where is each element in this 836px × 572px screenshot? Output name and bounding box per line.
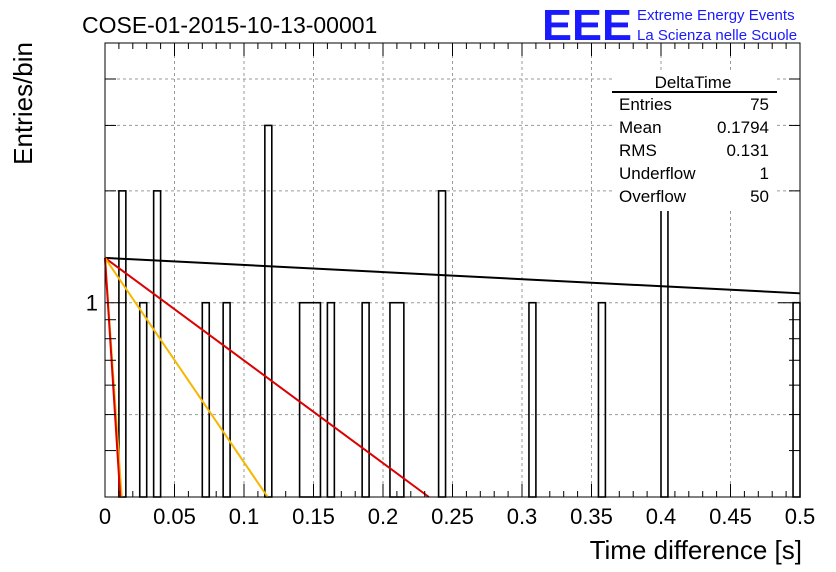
histogram-bar (222, 301, 231, 498)
histogram-bar (326, 301, 336, 498)
stats-box: DeltaTime Entries 75 Mean 0.1794 RMS 0.131 Und… (612, 73, 777, 211)
stats-rows: Entries 75 Mean 0.1794 RMS 0.131 Underflow 1 Ove… (619, 95, 769, 206)
histogram-bar (792, 301, 801, 498)
histogram-bar (264, 124, 273, 498)
y-axis-label: Entries/bin (8, 42, 38, 165)
histogram-bar (528, 301, 537, 498)
x-tick-label: 0.5 (785, 504, 816, 529)
eee-logo-line1: Extreme Energy Events (637, 7, 795, 24)
x-tick-label: 0.35 (570, 504, 613, 529)
axis-ticks (104, 42, 801, 498)
stats-row-label: Mean (619, 118, 662, 137)
stats-row-label: RMS (619, 141, 657, 160)
x-axis-label: Time difference [s] (590, 535, 802, 565)
stats-box-title: DeltaTime (655, 73, 732, 92)
histogram-bar (597, 301, 607, 498)
chart-title: COSE-01-2015-10-13-00001 (82, 12, 377, 38)
histogram-bar (138, 301, 148, 498)
histogram-bar (298, 301, 322, 498)
x-tick-labels: 0 0.05 0.1 0.15 0.2 0.25 0.3 0.35 0.4 0.45 0.5 (99, 504, 815, 529)
x-tick-label: 0.15 (292, 504, 335, 529)
stats-row-value: 75 (750, 95, 769, 114)
eee-logo-mark: EEE (542, 1, 632, 50)
eee-logo-line2: La Scienza nelle Scuole (637, 27, 797, 44)
x-tick-label: 0.45 (709, 504, 752, 529)
fit-line (104, 257, 430, 498)
fit-lines (104, 256, 801, 498)
histogram-bar (118, 190, 127, 498)
x-tick-label: 0.05 (153, 504, 196, 529)
stats-row-label: Underflow (619, 164, 696, 183)
stats-row-value: 50 (750, 187, 769, 206)
x-tick-label: 0 (99, 504, 111, 529)
fit-line (104, 256, 801, 295)
histogram-bar (389, 301, 405, 498)
histogram-bar (437, 190, 447, 498)
stats-row-value: 1 (760, 164, 769, 183)
histogram-bar (361, 301, 370, 498)
x-tick-label: 0.3 (507, 504, 538, 529)
x-tick-label: 0.2 (368, 504, 399, 529)
y-tick-label: 1 (86, 291, 98, 316)
histogram-bar (660, 190, 669, 498)
x-tick-label: 0.25 (431, 504, 474, 529)
x-tick-label: 0.1 (229, 504, 260, 529)
eee-logo: EEE Extreme Energy Events La Scienza nel… (542, 1, 797, 50)
stats-box-background (612, 73, 776, 211)
x-tick-label: 0.4 (646, 504, 677, 529)
histogram-bar (152, 190, 162, 498)
stats-row-value: 0.131 (726, 141, 769, 160)
stats-row-value: 0.1794 (717, 118, 769, 137)
y-tick-labels: 1 (86, 291, 98, 316)
fit-line (104, 257, 269, 498)
stats-row-label: Overflow (619, 187, 687, 206)
fit-line (104, 257, 122, 498)
stats-row-label: Entries (619, 95, 672, 114)
